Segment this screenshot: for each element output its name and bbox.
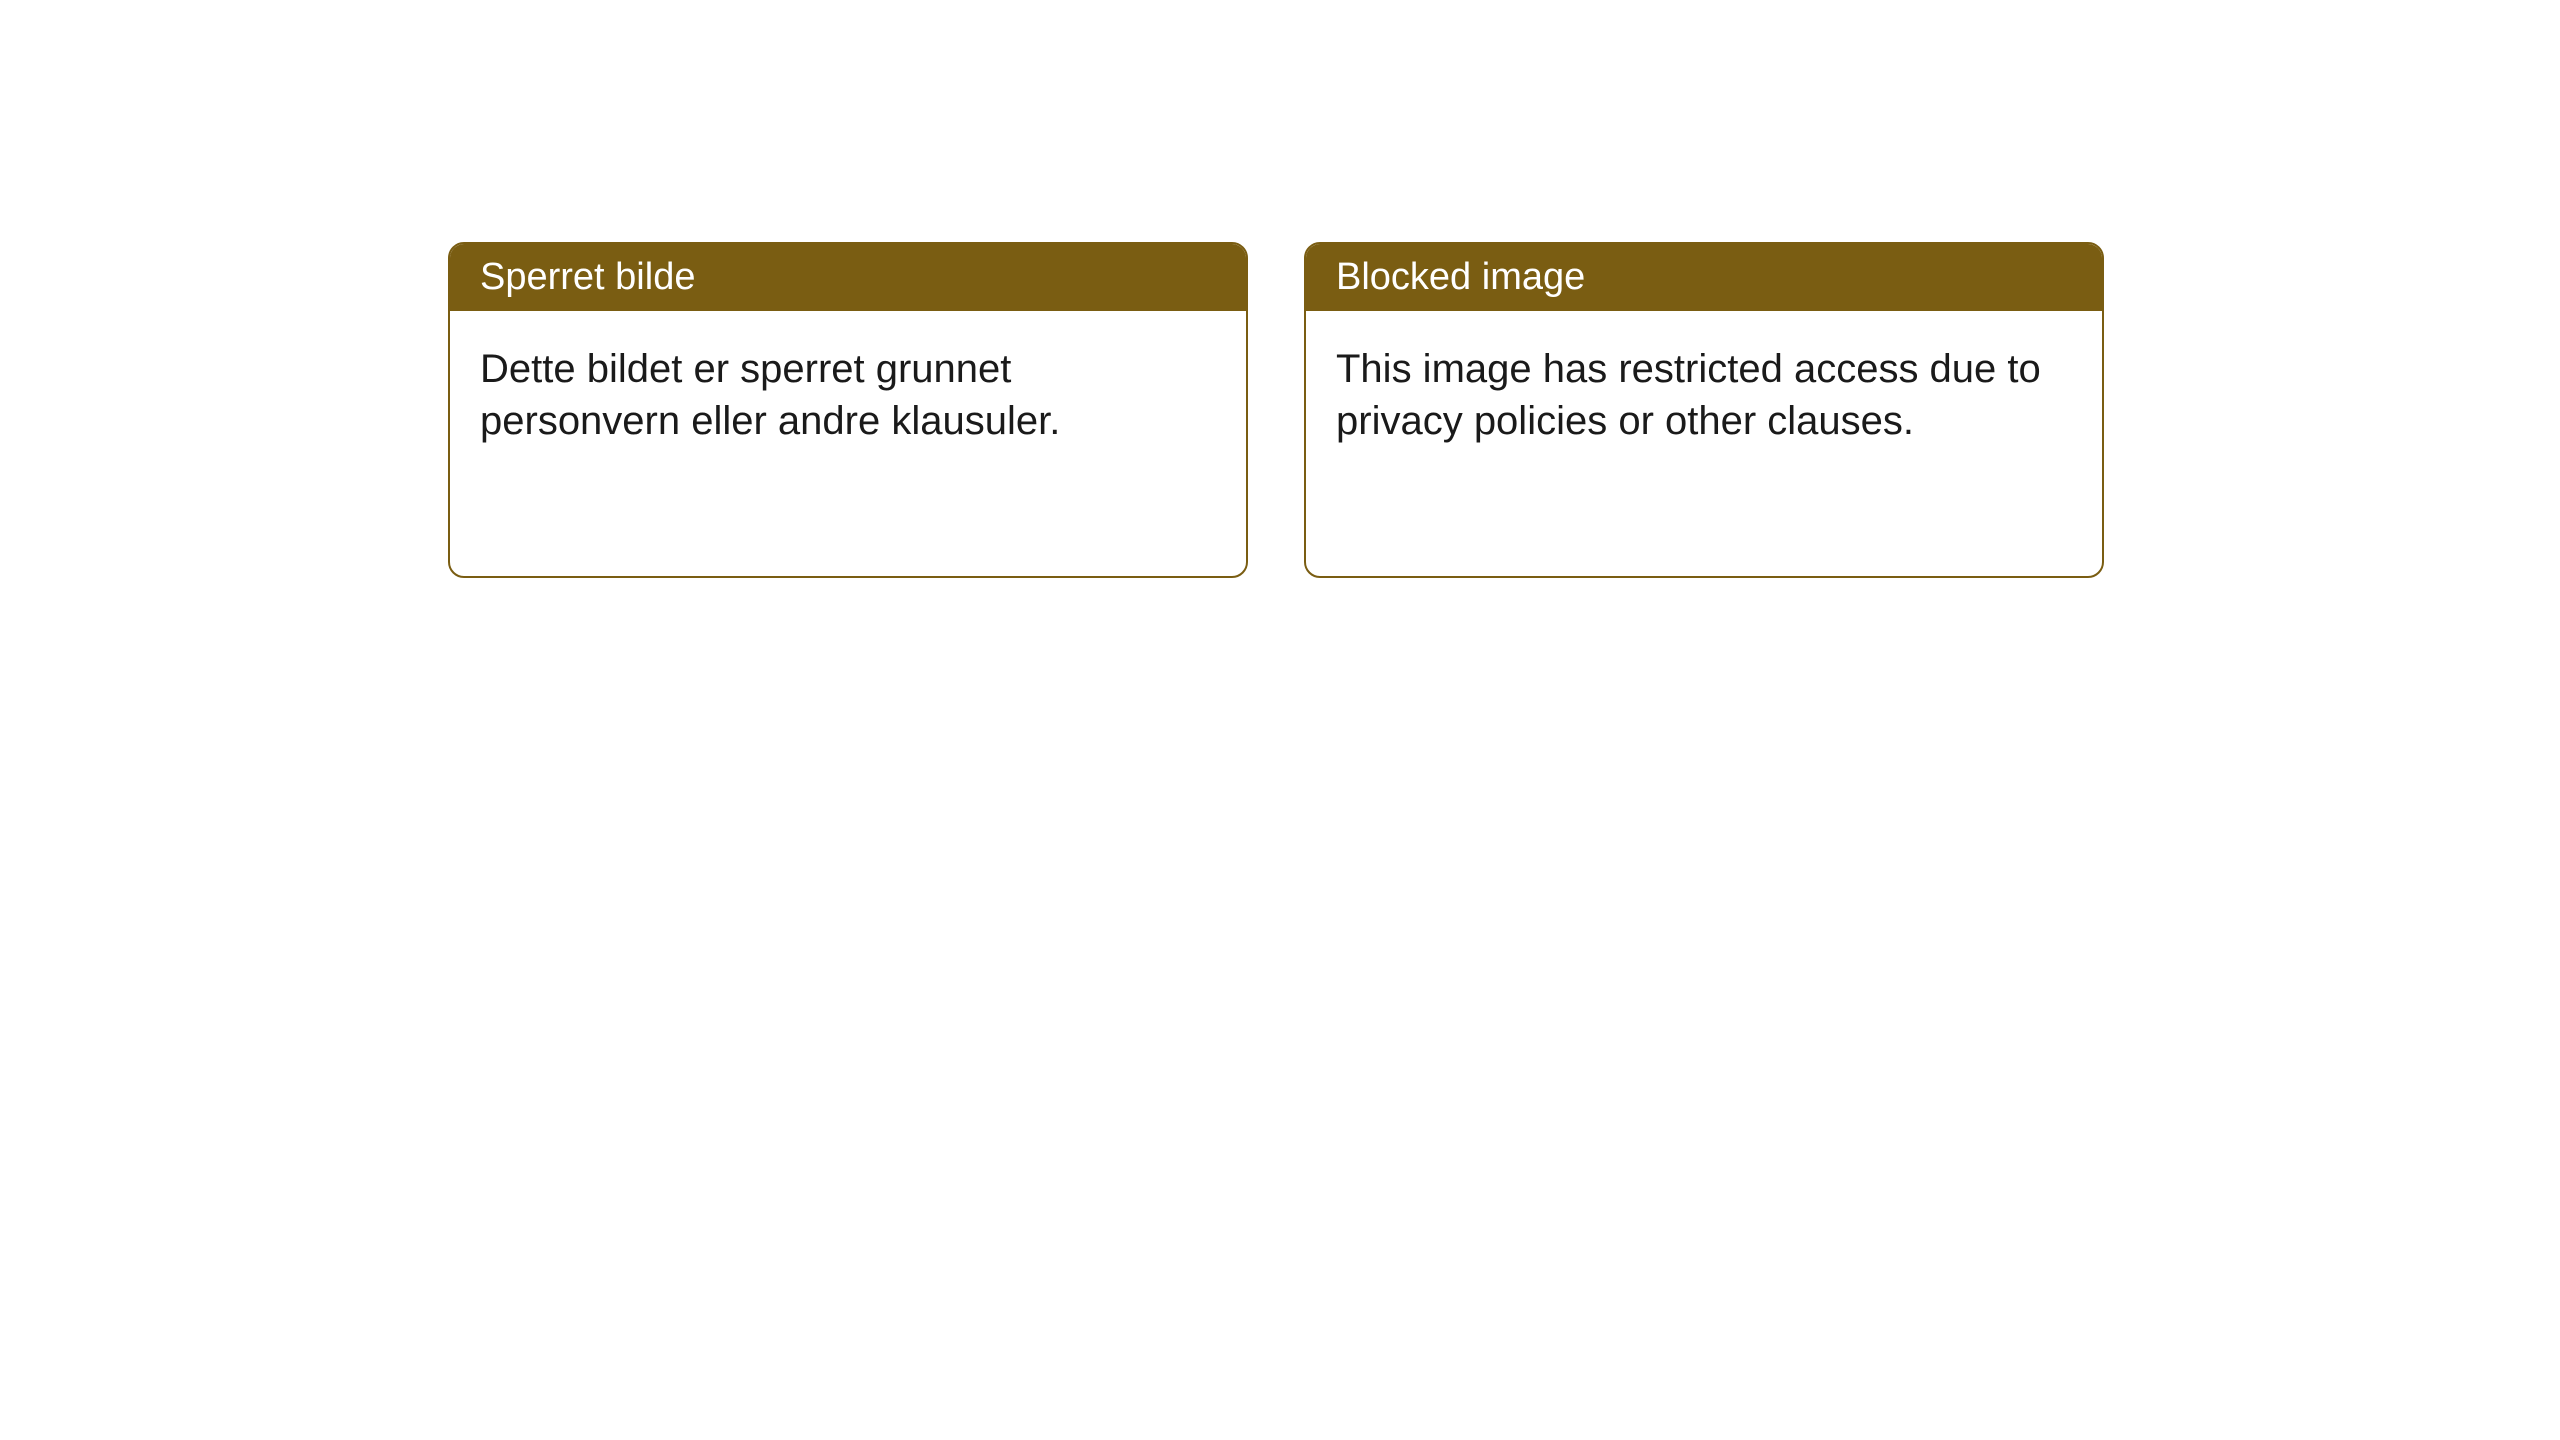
notice-header: Sperret bilde xyxy=(450,244,1246,311)
notice-body: This image has restricted access due to … xyxy=(1306,311,2102,479)
notice-card-english: Blocked image This image has restricted … xyxy=(1304,242,2104,578)
notice-cards-container: Sperret bilde Dette bildet er sperret gr… xyxy=(448,242,2104,578)
notice-header: Blocked image xyxy=(1306,244,2102,311)
notice-body: Dette bildet er sperret grunnet personve… xyxy=(450,311,1246,479)
notice-card-norwegian: Sperret bilde Dette bildet er sperret gr… xyxy=(448,242,1248,578)
